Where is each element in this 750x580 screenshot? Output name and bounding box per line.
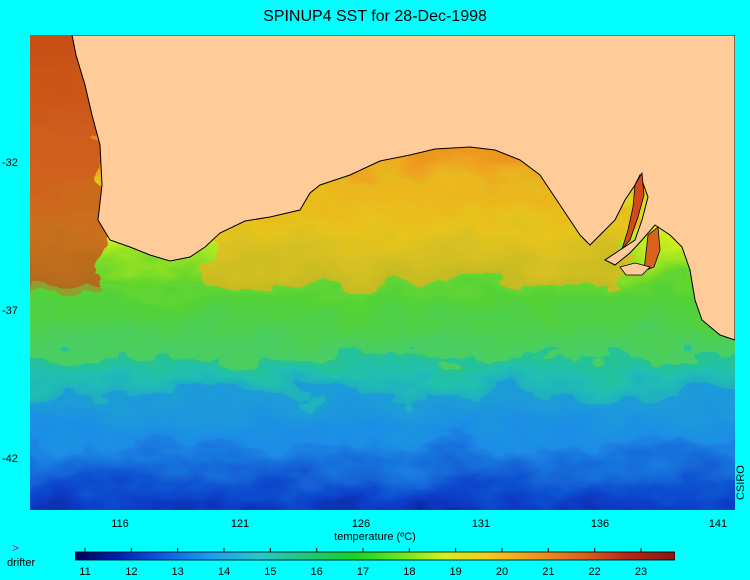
x-tick-label: 126: [351, 518, 371, 530]
colorbar-gradient: [74, 551, 676, 561]
y-tick-label: -37: [2, 305, 18, 317]
spencer-gulf: [621, 171, 645, 250]
colorbar-tick-label: 17: [356, 566, 370, 578]
legend-label: drifter: [7, 557, 36, 569]
colorbar-tick-label: 11: [79, 566, 91, 578]
colorbar-tick-label: 23: [634, 566, 648, 578]
colorbar-label: temperature (ºC): [334, 531, 416, 543]
colorbar-tick-label: 18: [403, 566, 416, 578]
land-australia: [71, 35, 735, 341]
y-tick-label: -42: [2, 453, 18, 465]
gulf-st-vincent: [643, 226, 661, 272]
colorbar-tick-label: 22: [588, 566, 601, 578]
colorbar-tick-label: 12: [125, 566, 138, 578]
x-tick-label: 141: [708, 518, 728, 530]
kangaroo-island: [619, 262, 651, 276]
colorbar-tick-label: 19: [449, 566, 462, 578]
x-tick-label: 121: [230, 518, 250, 530]
colorbar-tick-label: 16: [310, 566, 323, 578]
colorbar-tick-label: 21: [542, 566, 555, 578]
colorbar-tick-label: 20: [495, 566, 509, 578]
colorbar-tick-label: 14: [217, 566, 231, 578]
y-tick-label: -32: [2, 157, 18, 169]
drifter-arrow-icon: >: [12, 541, 20, 555]
credit-label: CSIRO: [735, 465, 747, 500]
colorbar-tick-label: 13: [171, 566, 184, 578]
colorbar: 11 12 13 14 15 16 17 18 19 20 21 22 23: [74, 546, 676, 578]
sst-map: [30, 35, 735, 510]
map-title: SPINUP4 SST for 28-Dec-1998: [263, 8, 487, 25]
x-tick-label: 116: [111, 518, 129, 530]
colorbar-tick-label: 15: [264, 566, 277, 578]
x-tick-label: 131: [471, 518, 491, 530]
x-tick-label: 136: [590, 518, 610, 530]
